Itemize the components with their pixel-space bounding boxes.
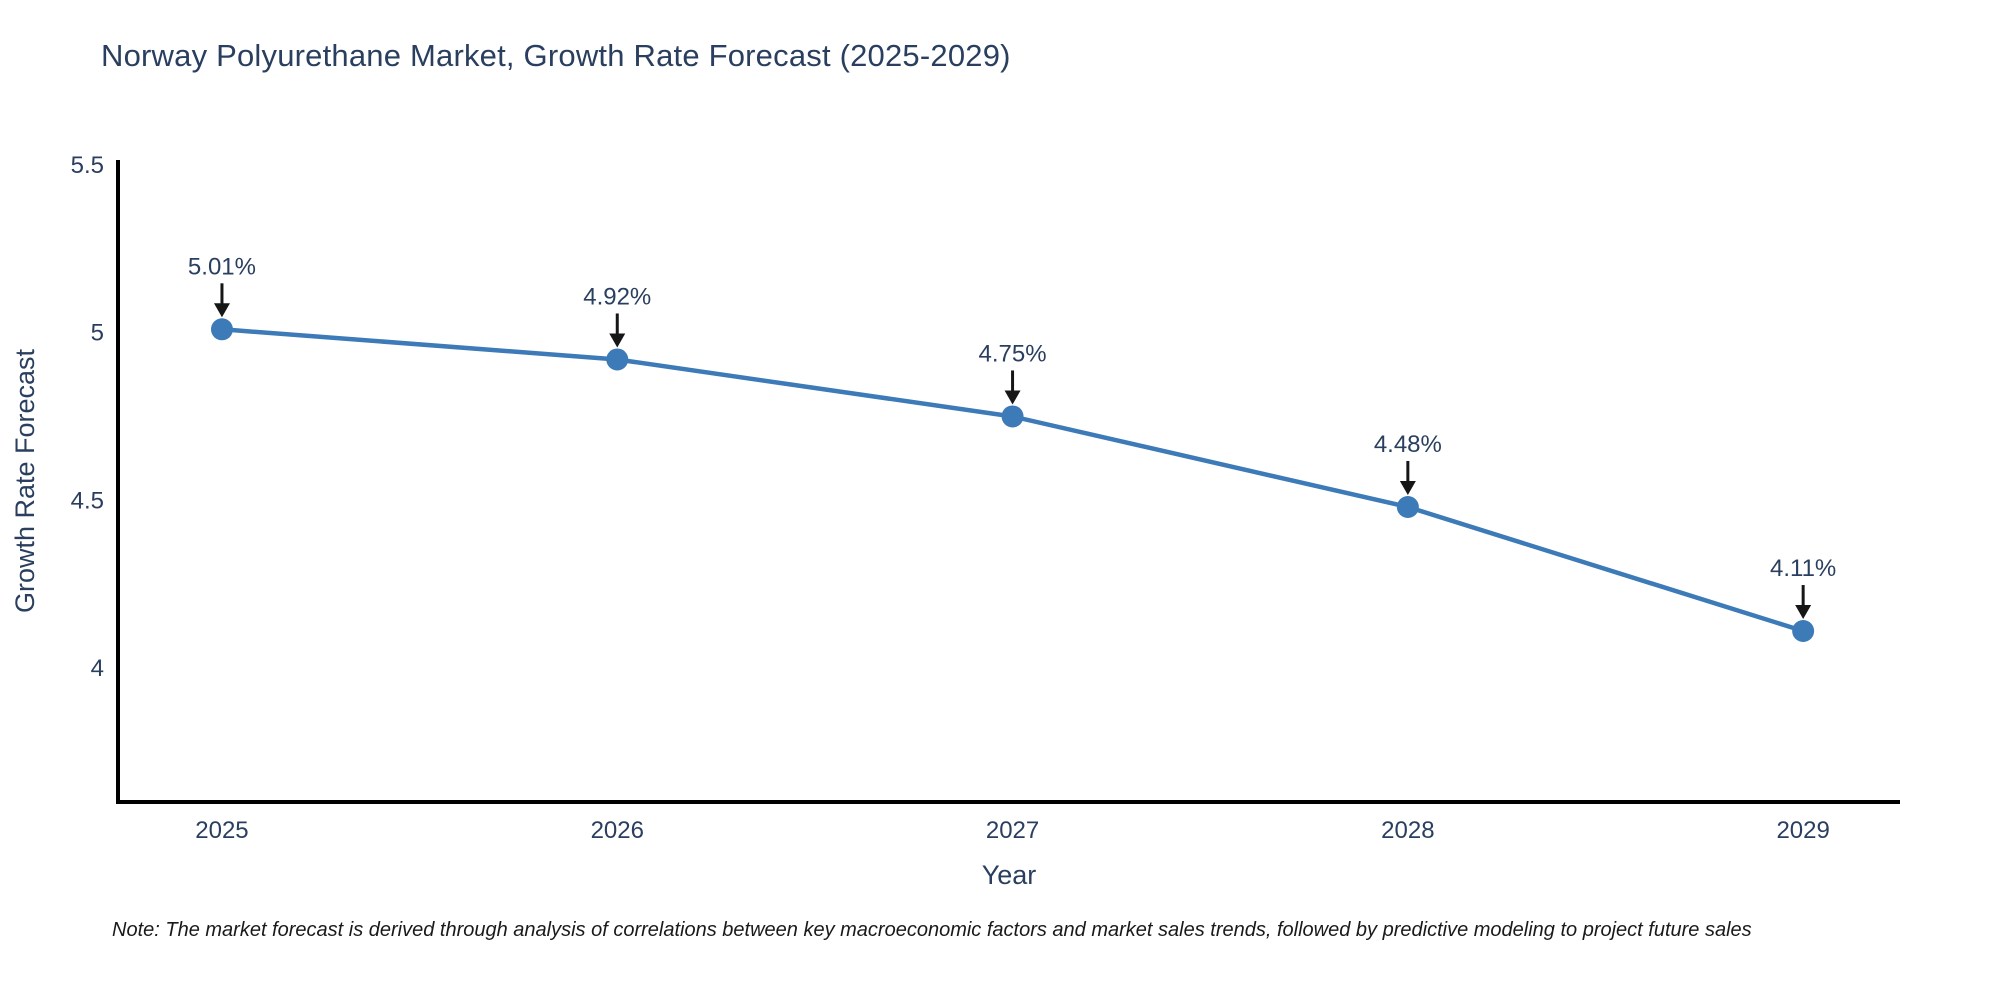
chart-title: Norway Polyurethane Market, Growth Rate … xyxy=(101,38,1011,73)
x-tick-label: 2028 xyxy=(1381,817,1434,844)
annotation-arrowhead xyxy=(1004,390,1021,405)
y-tick-label: 5 xyxy=(91,320,104,347)
data-point-label: 4.48% xyxy=(1374,431,1442,458)
footnote-text: Note: The market forecast is derived thr… xyxy=(112,919,1752,941)
y-tick-label: 5.5 xyxy=(71,152,104,179)
data-point-label: 4.11% xyxy=(1770,555,1836,582)
x-axis-title: Year xyxy=(982,860,1037,890)
data-point-marker xyxy=(1792,620,1815,643)
data-point-marker xyxy=(210,318,233,341)
x-tick-label: 2026 xyxy=(591,817,644,844)
x-tick-label: 2029 xyxy=(1776,817,1829,844)
x-tick-label: 2025 xyxy=(195,817,248,844)
y-axis-title: Growth Rate Forecast xyxy=(10,348,40,613)
data-point-marker xyxy=(606,348,629,371)
data-point-label: 5.01% xyxy=(188,253,256,280)
annotation-arrowhead xyxy=(213,303,230,318)
annotation-arrowhead xyxy=(1399,480,1416,495)
y-tick-label: 4.5 xyxy=(71,487,104,514)
y-tick-label: 4 xyxy=(91,655,104,682)
data-point-marker xyxy=(1001,405,1024,428)
data-point-label: 4.92% xyxy=(583,283,651,310)
data-point-marker xyxy=(1396,495,1419,518)
data-point-label: 4.75% xyxy=(979,340,1047,367)
x-tick-label: 2027 xyxy=(986,817,1039,844)
annotation-arrowhead xyxy=(609,333,626,348)
annotation-arrowhead xyxy=(1795,605,1812,620)
